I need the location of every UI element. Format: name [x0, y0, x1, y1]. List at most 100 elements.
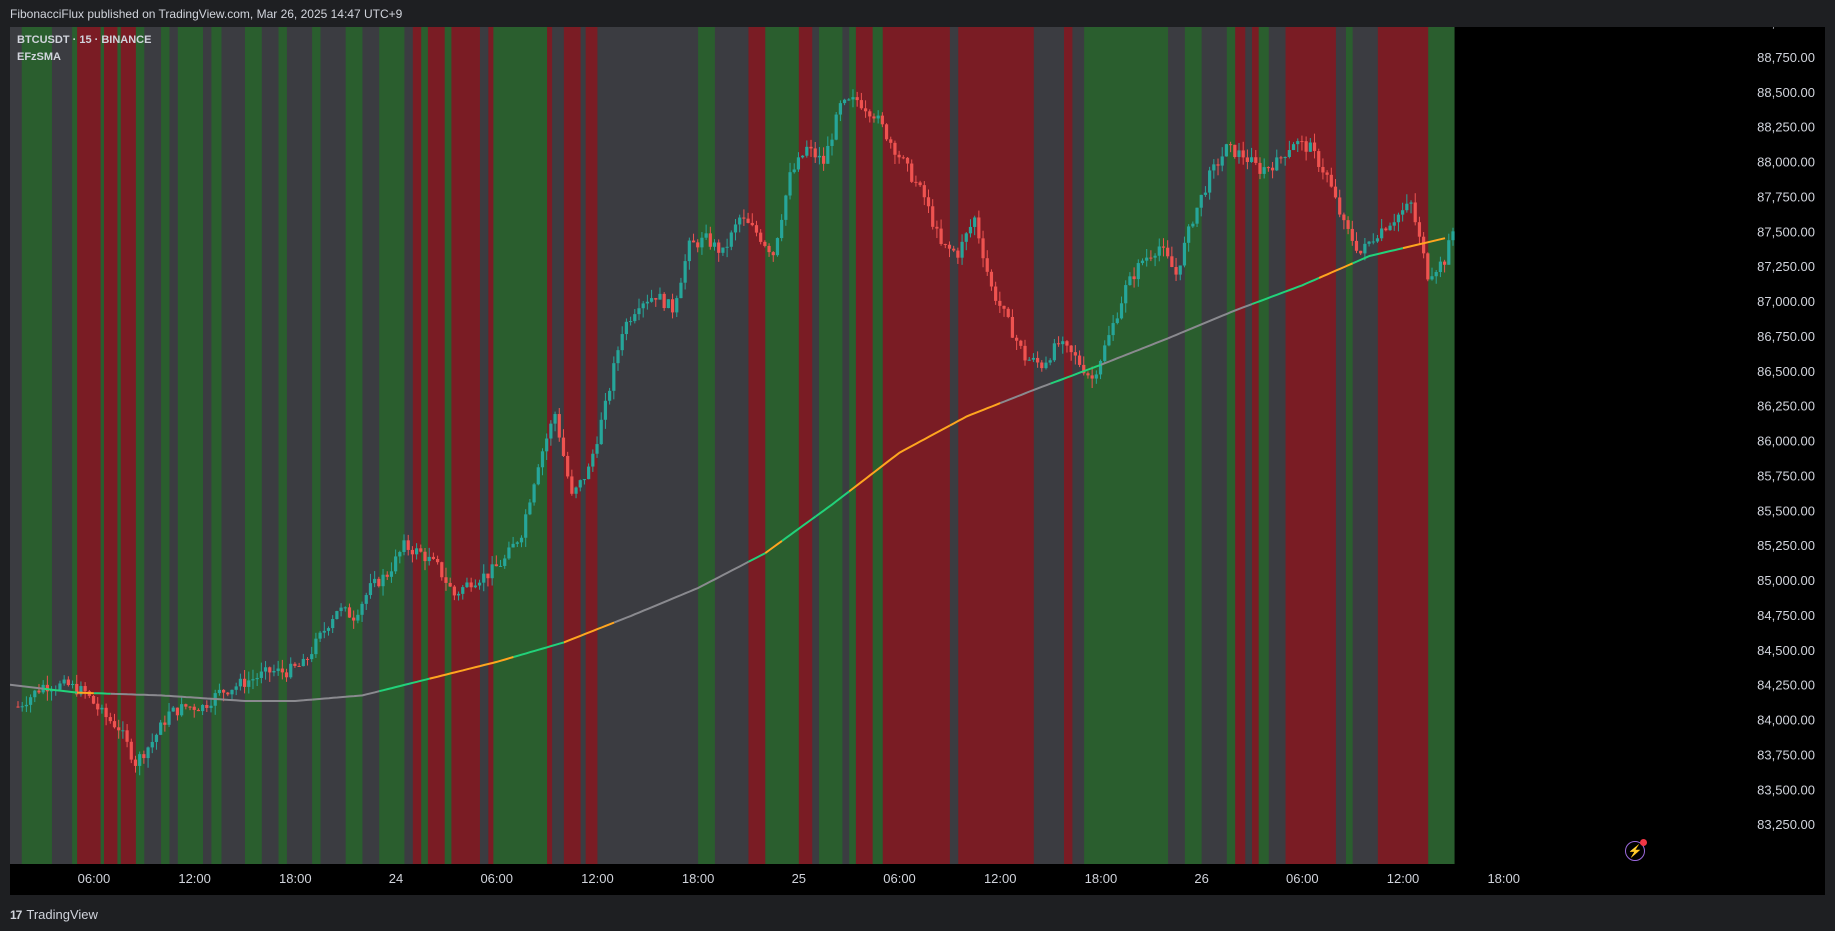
- candle: [570, 469, 574, 496]
- x-tick-label: 12:00: [178, 871, 211, 886]
- candle: [1174, 257, 1178, 282]
- indicator-legend[interactable]: EFzSMA: [17, 51, 61, 63]
- candle: [918, 180, 922, 187]
- candle: [545, 433, 549, 461]
- y-tick-label: 84,000.00: [1757, 713, 1815, 728]
- candle: [704, 224, 708, 240]
- candle: [410, 546, 415, 563]
- candle: [595, 436, 599, 458]
- candle: [633, 309, 637, 324]
- candle: [1434, 270, 1438, 284]
- candle: [603, 392, 608, 429]
- sma-segment: [93, 692, 111, 695]
- candle: [1124, 280, 1128, 313]
- candle: [394, 549, 398, 575]
- candle: [1388, 222, 1392, 231]
- brand-name: TradingView: [26, 907, 98, 922]
- regime-band-bull: [1084, 27, 1177, 864]
- candle: [1166, 240, 1170, 259]
- candle: [1275, 149, 1279, 172]
- tradingview-brand[interactable]: 17 TradingView: [10, 907, 98, 922]
- candle: [654, 297, 658, 307]
- y-tick-label: 88,500.00: [1757, 85, 1815, 100]
- candle: [184, 703, 188, 710]
- candle: [1086, 371, 1090, 379]
- candle: [1258, 157, 1262, 180]
- candle: [104, 703, 108, 726]
- candle: [1128, 272, 1132, 286]
- candle: [1157, 238, 1161, 262]
- candle: [989, 269, 994, 291]
- candle: [368, 573, 373, 599]
- sma-segment: [613, 560, 749, 624]
- sma-segment: [10, 683, 44, 690]
- candle: [1056, 336, 1061, 347]
- candle: [1052, 338, 1056, 362]
- candle: [1430, 267, 1434, 281]
- candle: [209, 698, 213, 713]
- candle: [767, 243, 771, 257]
- sma-segment: [848, 424, 951, 493]
- candle: [893, 140, 897, 165]
- candle: [498, 559, 503, 567]
- candle: [1254, 149, 1258, 166]
- candle: [574, 486, 578, 499]
- candle: [717, 239, 721, 262]
- candle: [1132, 267, 1136, 288]
- y-tick-label: 86,000.00: [1757, 434, 1815, 449]
- sma-segment: [77, 691, 94, 695]
- y-tick-label: 86,750.00: [1757, 329, 1815, 344]
- candle: [922, 181, 926, 206]
- candle: [180, 695, 184, 717]
- candle: [1321, 158, 1325, 180]
- candle: [188, 705, 192, 711]
- y-tick-label: 83,750.00: [1757, 747, 1815, 762]
- y-tick-label: 85,750.00: [1757, 468, 1815, 483]
- x-tick-label: 06:00: [480, 871, 513, 886]
- candle: [780, 214, 784, 242]
- candle: [1182, 236, 1187, 268]
- candle: [473, 579, 477, 589]
- candle: [402, 534, 406, 556]
- candles: [16, 89, 1455, 776]
- candle: [813, 141, 817, 163]
- candle: [1233, 144, 1237, 159]
- price-chart[interactable]: 89,000.00 88,750.00 88,500.00 88,250.00 88,0…: [10, 27, 1825, 895]
- candle: [1296, 138, 1300, 153]
- lightning-icon[interactable]: ⚡: [1625, 839, 1647, 861]
- candle: [868, 109, 872, 123]
- candle: [335, 610, 339, 620]
- candle: [872, 113, 876, 123]
- candle: [1329, 167, 1333, 188]
- candle: [494, 555, 498, 567]
- candle: [49, 686, 54, 701]
- candle: [973, 215, 977, 236]
- regime-band-bear: [1377, 27, 1437, 864]
- candle: [956, 247, 960, 264]
- candle: [1350, 220, 1354, 246]
- sma-segment: [563, 621, 615, 644]
- candle: [775, 237, 780, 257]
- candle: [1203, 186, 1208, 197]
- candle: [561, 429, 566, 457]
- candle: [557, 408, 561, 442]
- candle: [847, 98, 851, 101]
- chart-frame[interactable]: 89,000.00 88,750.00 88,500.00 88,250.00 88,0…: [10, 27, 1825, 895]
- candle: [587, 463, 591, 480]
- candle: [582, 479, 587, 485]
- candle: [708, 226, 712, 250]
- x-tick-label: 12:00: [1387, 871, 1420, 886]
- candle: [456, 591, 461, 601]
- candle: [729, 230, 733, 251]
- x-tick-label: 25: [792, 871, 806, 886]
- y-tick-label: 88,750.00: [1757, 50, 1815, 65]
- candle: [150, 733, 154, 754]
- candle: [343, 606, 347, 612]
- symbol-legend[interactable]: BTCUSDT · 15 · BINANCE: [17, 34, 152, 46]
- candle: [482, 564, 486, 592]
- candle: [268, 666, 272, 682]
- candle: [1317, 148, 1321, 172]
- candle: [465, 577, 469, 589]
- y-tick-label: 84,500.00: [1757, 643, 1815, 658]
- candle: [826, 136, 830, 164]
